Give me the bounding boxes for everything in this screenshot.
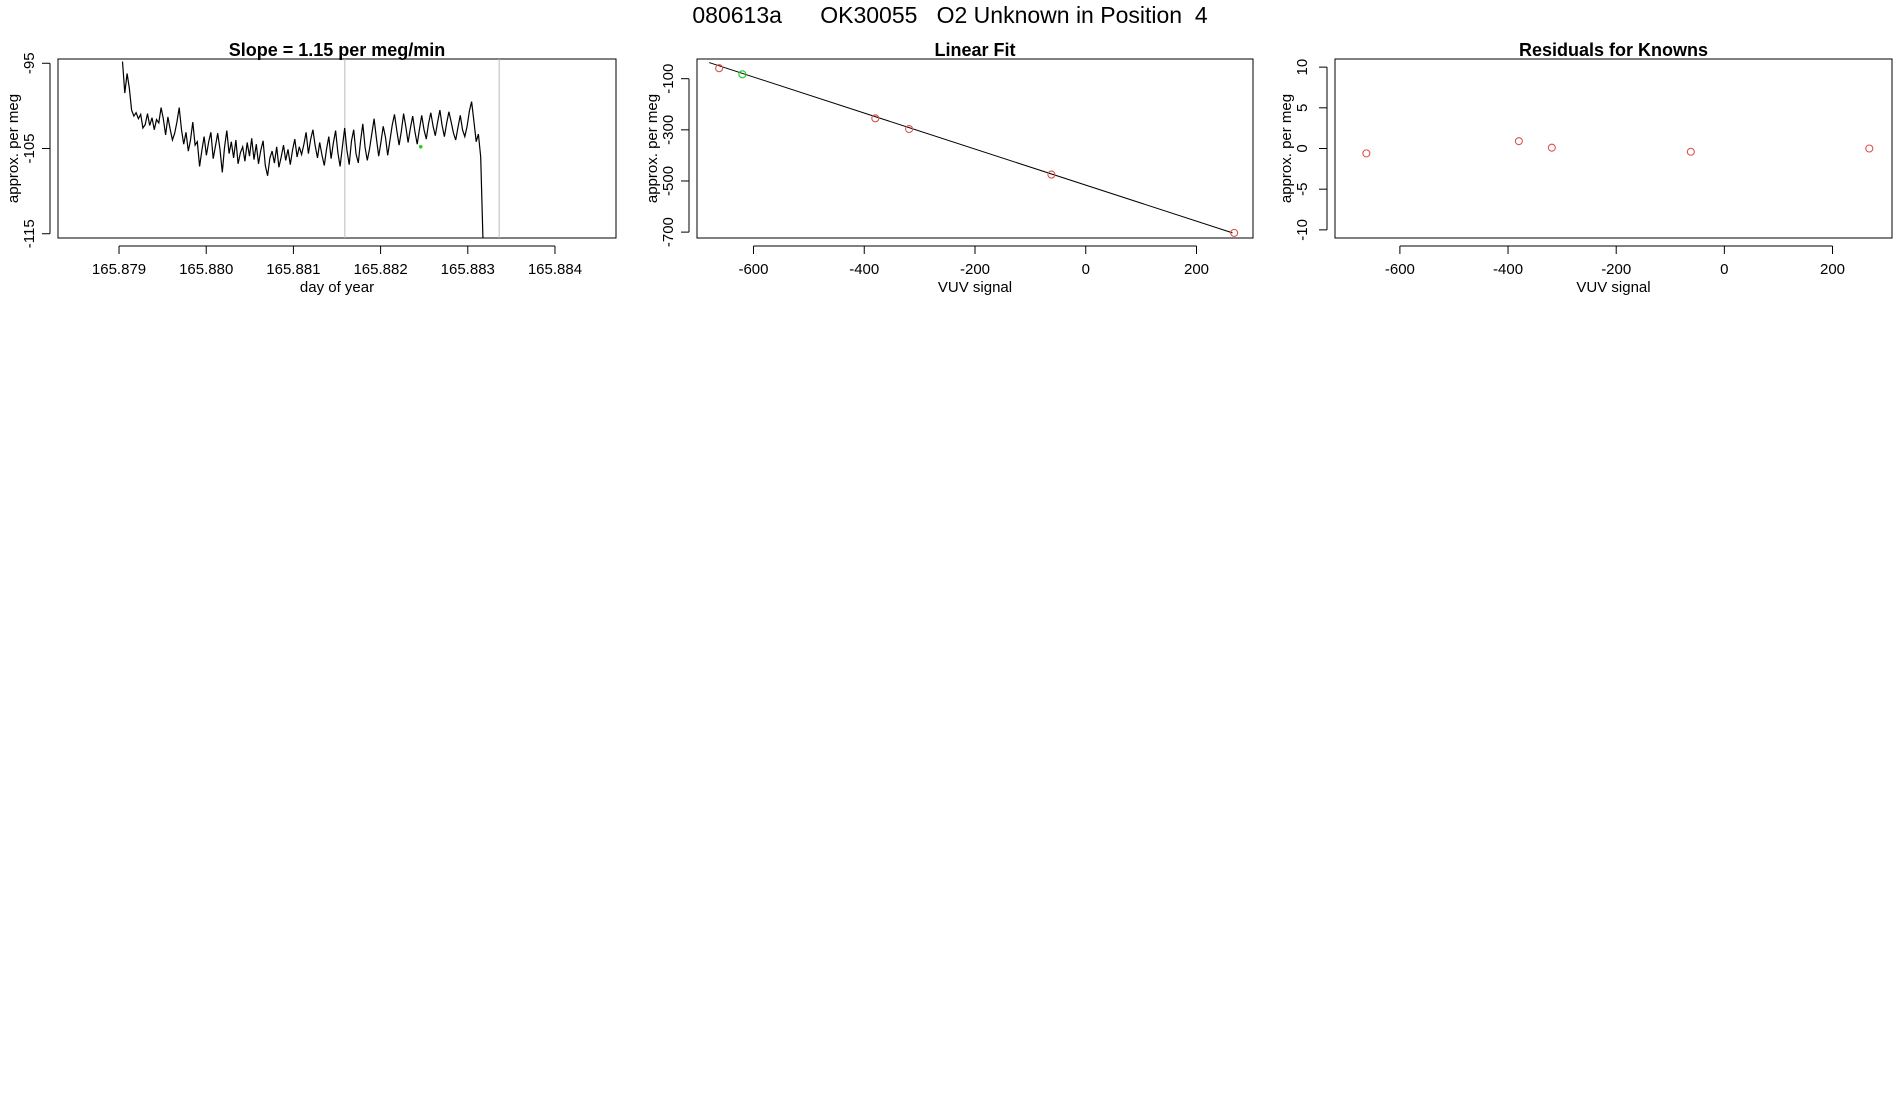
y-tick-label: -500 (660, 166, 677, 196)
chart-panel-2: Linear Fit -600 -400 -200 0 200 VUV signal -100… (644, 40, 1254, 296)
page-title: 080613a OK30055 O2 Unknown in Position 4 (692, 2, 1208, 28)
plot-area (709, 62, 1239, 237)
x-tick-label: 165.880 (179, 261, 233, 278)
highlight-point (418, 144, 423, 149)
known-point (905, 125, 914, 134)
x-tick-label: 0 (1082, 261, 1090, 278)
x-tick-label: 165.882 (353, 261, 407, 278)
x-tick-label: -200 (1601, 261, 1631, 278)
chart-title: Slope = 1.15 per meg/min (229, 40, 446, 60)
x-tick-label: 200 (1820, 261, 1845, 278)
plot-frame (696, 58, 1254, 239)
known-point (1547, 143, 1556, 152)
x-tick-label: 200 (1184, 261, 1209, 278)
known-point (1230, 228, 1239, 237)
known-point (871, 114, 880, 123)
plot-frame (57, 58, 617, 239)
x-axis-label: day of year (300, 279, 374, 296)
y-tick-label: -5 (1294, 183, 1311, 196)
y-axis-label: approx. per meg (5, 94, 22, 203)
y-tick-label: 0 (1294, 144, 1311, 152)
x-tick-label: -400 (1493, 261, 1523, 278)
y-tick-label: -100 (660, 64, 677, 94)
known-point (1362, 149, 1371, 158)
y-tick-label: -300 (660, 115, 677, 145)
known-point (1865, 144, 1874, 153)
y-tick-label: -10 (1294, 219, 1311, 241)
x-tick-label: -600 (1385, 261, 1415, 278)
x-tick-label: 165.881 (266, 261, 320, 278)
chart-title: Linear Fit (934, 40, 1015, 60)
x-axis-label: VUV signal (1576, 279, 1650, 296)
plot-area (1362, 137, 1874, 158)
known-point (1686, 147, 1695, 156)
plot-frame (1334, 58, 1893, 239)
x-tick-label: -400 (849, 261, 879, 278)
chart-title: Residuals for Knowns (1519, 40, 1708, 60)
x-tick-label: 165.884 (528, 261, 582, 278)
plot-area (121, 59, 500, 238)
y-tick-label: -105 (21, 133, 38, 163)
y-tick-label: -95 (21, 52, 38, 74)
y-tick-label: 10 (1294, 59, 1311, 76)
known-point (1514, 137, 1523, 146)
x-tick-label: -600 (738, 261, 768, 278)
series-line (121, 61, 484, 238)
x-tick-label: 165.879 (92, 261, 146, 278)
known-point (1047, 170, 1056, 179)
y-tick-label: -700 (660, 217, 677, 247)
y-tick-label: -115 (21, 219, 38, 248)
y-axis-label: approx. per meg (1278, 94, 1295, 203)
y-tick-label: 5 (1294, 104, 1311, 112)
x-tick-label: -200 (960, 261, 990, 278)
chart-panel-1: Slope = 1.15 per meg/min 165.879 165.880 16… (5, 40, 617, 296)
x-axis-label: VUV signal (938, 279, 1012, 296)
known-point (715, 64, 724, 73)
unknown-point (738, 70, 747, 79)
x-tick-label: 165.883 (441, 261, 495, 278)
fit-line (709, 62, 1233, 234)
x-tick-label: 0 (1720, 261, 1728, 278)
chart-panel-3: Residuals for Knowns -600 -400 -200 0 200 VUV … (1278, 40, 1893, 296)
y-axis-label: approx. per meg (644, 94, 661, 203)
